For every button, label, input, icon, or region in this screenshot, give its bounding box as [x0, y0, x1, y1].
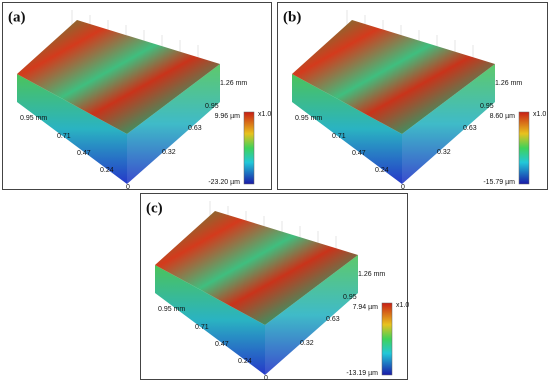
colorbar-scale: x1.0 [396, 302, 409, 309]
y-tick-label: 0.32 [162, 149, 176, 156]
y-tick-label: 0.63 [188, 125, 202, 132]
x-tick-label: 0.24 [238, 358, 252, 365]
x-tick-label: 0.47 [215, 341, 229, 348]
y-tick-label: 0.63 [463, 125, 477, 132]
surface-right [402, 64, 495, 184]
x-tick-label: 0.47 [77, 150, 91, 157]
y-tick-label: 0.32 [437, 149, 451, 156]
y-tick-label: 0.95 [343, 294, 357, 301]
panel: (c) 0.95 mm 0.71 0.47 0.24 0 0.32 0.63 0.95 1.26 … [140, 193, 409, 382]
y-tick-label: 0.95 [205, 103, 219, 110]
colorbar-max: 9.96 µm [215, 113, 241, 120]
colorbar-scale: x1.0 [258, 111, 271, 118]
panel-label: (b) [283, 9, 301, 25]
surface-left [17, 74, 127, 184]
y-tick-label: 0.32 [300, 340, 314, 347]
surface-right [265, 255, 358, 375]
surface-top [155, 211, 358, 325]
panel: (b) 0.95 mm 0.71 0.47 0.24 0 0.32 0.63 0.95 1.26 … [277, 2, 548, 191]
surface-left [292, 74, 402, 184]
surface-top [292, 20, 495, 134]
x-tick-label: 0 [401, 184, 405, 191]
y-tick-label: 1.26 mm [358, 271, 385, 278]
colorbar-min: -13.19 µm [346, 370, 378, 377]
y-tick-label: 0.63 [326, 316, 340, 323]
surface-left [155, 265, 265, 375]
colorbar-min: -23.20 µm [208, 179, 240, 186]
x-tick-label: 0.24 [375, 167, 389, 174]
x-tick-label: 0.24 [100, 167, 114, 174]
colorbar-max: 8.60 µm [490, 113, 516, 120]
colorbar-max: 7.94 µm [353, 304, 379, 311]
x-tick-label: 0 [126, 184, 130, 191]
surface-top [17, 20, 220, 134]
colorbar [518, 111, 530, 185]
panel: (a) 0.95 mm 0.71 0.47 0.24 0 0.32 0.63 0.95 1.26 … [2, 2, 272, 191]
y-tick-label: 1.26 mm [220, 80, 247, 87]
panel-label: (c) [146, 200, 163, 216]
colorbar-min: -15.79 µm [483, 179, 515, 186]
y-tick-label: 0.95 [480, 103, 494, 110]
y-tick-label: 1.26 mm [495, 80, 522, 87]
x-tick-label: 0 [264, 375, 268, 382]
x-tick-label: 0.47 [352, 150, 366, 157]
colorbar [243, 111, 255, 185]
panel-label: (a) [8, 9, 26, 25]
x-tick-label: 0.71 [332, 133, 346, 140]
x-tick-label: 0.95 mm [158, 306, 185, 313]
colorbar-scale: x1.0 [533, 111, 546, 118]
surface-right [127, 64, 220, 184]
x-tick-label: 0.71 [195, 324, 209, 331]
colorbar [381, 302, 393, 376]
x-tick-label: 0.71 [57, 133, 71, 140]
x-tick-label: 0.95 mm [295, 115, 322, 122]
x-tick-label: 0.95 mm [20, 115, 47, 122]
